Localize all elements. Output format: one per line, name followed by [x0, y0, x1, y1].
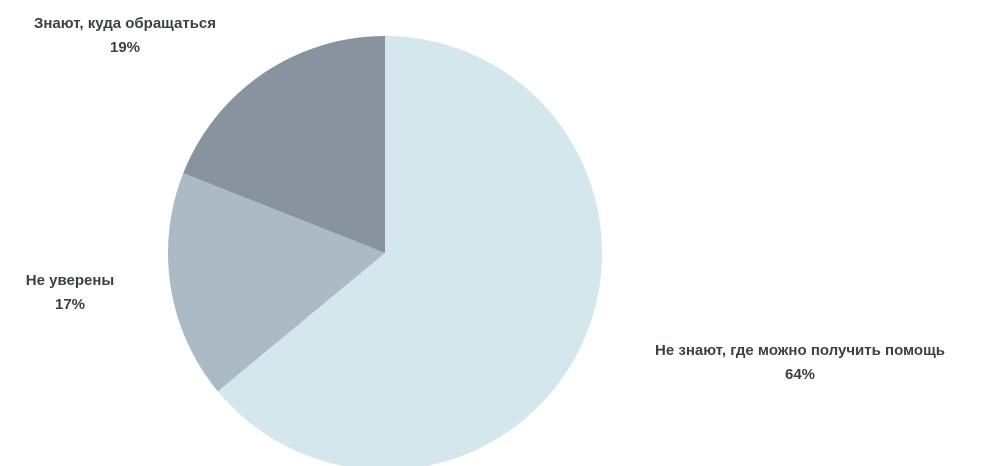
slice-label-value: 19%	[109, 39, 141, 56]
slice-label-not-sure: Не уверены 17%	[0, 269, 160, 317]
slice-label-value: 17%	[54, 296, 86, 313]
slice-label-name: Знают, куда обращаться	[33, 15, 217, 32]
slice-label-no-knowledge: Не знают, где можно получить помощь 64%	[610, 339, 982, 387]
slice-label-value: 64%	[784, 366, 816, 383]
pie-slice-no-knowledge	[217, 36, 602, 466]
slice-label-name: Не знают, где можно получить помощь	[655, 342, 945, 359]
pie-slice-not-sure	[168, 173, 385, 392]
slice-label-name: Не уверены	[25, 272, 115, 289]
pie-slice-know-where	[183, 36, 385, 253]
slice-label-know-where: Знают, куда обращаться 19%	[0, 12, 250, 60]
